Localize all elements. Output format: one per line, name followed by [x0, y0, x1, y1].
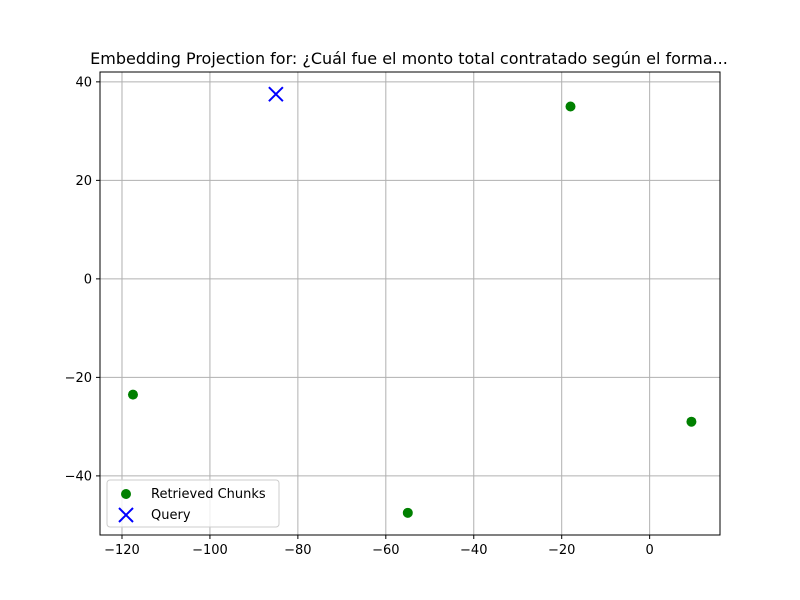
- x-tick-label: −40: [460, 543, 487, 558]
- y-tick-label: 0: [84, 272, 92, 287]
- retrieved-chunks-point: [127, 389, 138, 400]
- data-points: [127, 86, 697, 518]
- plot-frame: [99, 71, 721, 536]
- query-point: [268, 86, 284, 102]
- chart-title: Embedding Projection for: ¿Cuál fue el m…: [90, 49, 728, 68]
- x-tick-label: −80: [284, 543, 311, 558]
- retrieved-chunks-point: [402, 507, 413, 518]
- x-tick-label: −20: [548, 543, 575, 558]
- x-tick-label: 0: [646, 543, 654, 558]
- grid: [100, 72, 720, 535]
- plot-area: [100, 72, 720, 535]
- y-tick-label: −40: [65, 469, 92, 484]
- x-tick-label: −120: [104, 543, 140, 558]
- legend: Retrieved Chunks Query: [106, 479, 280, 528]
- retrieved-chunks-point: [565, 101, 576, 112]
- x-tick-label: −100: [192, 543, 228, 558]
- x-tick-label: −60: [372, 543, 399, 558]
- legend-label-query: Query: [151, 508, 191, 523]
- y-tick-label: −20: [65, 371, 92, 386]
- y-tick-label: 20: [75, 174, 92, 189]
- y-tick-label: 40: [75, 75, 92, 90]
- retrieved-chunks-point: [686, 416, 697, 427]
- legend-label-retrieved-chunks: Retrieved Chunks: [151, 487, 266, 502]
- legend-box: [106, 479, 280, 528]
- axes: −120 −100 −80 −60 −40 −20 0 −40 −20 0 20 40: [65, 75, 654, 558]
- legend-marker-query: [118, 507, 134, 523]
- legend-marker-retrieved-chunks: [121, 489, 131, 499]
